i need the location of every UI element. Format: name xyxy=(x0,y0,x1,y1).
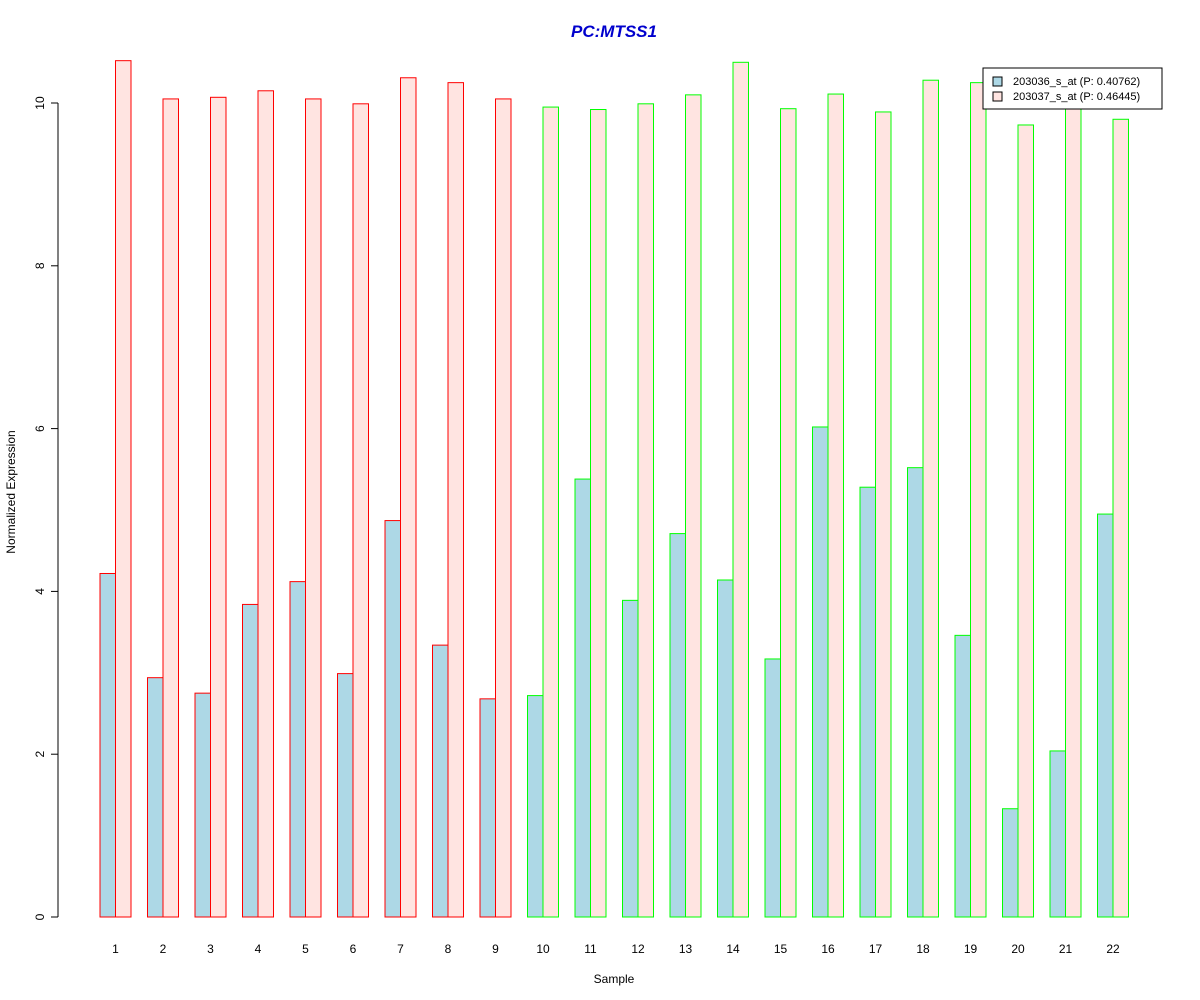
bar-1-sample-16 xyxy=(812,426,829,918)
x-tick-label: 6 xyxy=(350,942,357,956)
bar-1-sample-20 xyxy=(1002,808,1019,918)
x-tick-label: 18 xyxy=(916,942,930,956)
bar-1-sample-5 xyxy=(289,581,306,918)
x-tick-label: 2 xyxy=(160,942,167,956)
bar-2-sample-9 xyxy=(495,98,512,918)
bar-1-sample-10 xyxy=(527,695,544,918)
legend-box xyxy=(982,67,1163,110)
x-tick-label: 21 xyxy=(1059,942,1073,956)
bar-2-sample-5 xyxy=(305,98,322,918)
x-tick-label: 19 xyxy=(964,942,978,956)
bar-1-sample-13 xyxy=(669,533,686,918)
y-axis-title: Normalized Expression xyxy=(4,430,18,553)
bar-1-sample-2 xyxy=(147,677,164,918)
bar-1-sample-14 xyxy=(717,579,734,918)
bar-1-sample-9 xyxy=(479,698,496,918)
x-tick-label: 10 xyxy=(536,942,550,956)
x-tick-label: 13 xyxy=(679,942,693,956)
bar-1-sample-12 xyxy=(622,599,639,918)
y-tick-label: 8 xyxy=(33,262,47,269)
bar-1-sample-22 xyxy=(1097,513,1114,918)
bar-2-sample-11 xyxy=(590,109,607,918)
x-tick-label: 11 xyxy=(584,942,597,956)
bar-2-sample-16 xyxy=(827,93,844,918)
bar-2-sample-4 xyxy=(257,90,274,918)
bar-2-sample-15 xyxy=(780,108,797,918)
legend: 203036_s_at (P: 0.40762) 203037_s_at (P: … xyxy=(982,67,1163,110)
x-tick-label: 1 xyxy=(112,942,119,956)
x-tick-label: 14 xyxy=(726,942,740,956)
bar-2-sample-20 xyxy=(1017,124,1034,918)
bar-2-sample-14 xyxy=(732,61,749,918)
bar-2-sample-19 xyxy=(970,82,987,918)
x-tick-label: 9 xyxy=(492,942,499,956)
legend-swatch xyxy=(992,76,1003,87)
bar-1-sample-19 xyxy=(954,634,971,918)
bar-2-sample-13 xyxy=(685,94,702,918)
bar-1-sample-21 xyxy=(1049,750,1066,918)
legend-swatch xyxy=(992,91,1003,102)
bar-1-sample-18 xyxy=(907,467,924,918)
bar-2-sample-2 xyxy=(162,98,179,918)
bar-2-sample-18 xyxy=(922,79,939,918)
y-tick-label: 4 xyxy=(33,588,47,595)
x-tick-label: 3 xyxy=(207,942,214,956)
bar-2-sample-12 xyxy=(637,103,654,918)
bar-2-sample-21 xyxy=(1065,103,1082,918)
bar-2-sample-6 xyxy=(352,103,369,918)
x-tick-label: 5 xyxy=(302,942,309,956)
y-tick-label: 10 xyxy=(33,96,47,110)
x-tick-label: 20 xyxy=(1011,942,1025,956)
bar-1-sample-17 xyxy=(859,486,876,918)
bar-2-sample-22 xyxy=(1112,118,1129,918)
legend-label: 203036_s_at (P: 0.40762) xyxy=(1013,76,1140,88)
x-tick-label: 15 xyxy=(774,942,788,956)
chart-title: PC:MTSS1 xyxy=(571,22,657,41)
x-tick-label: 8 xyxy=(445,942,452,956)
legend-label: 203037_s_at (P: 0.46445) xyxy=(1013,91,1140,103)
bars-group xyxy=(99,60,1129,918)
bar-2-sample-3 xyxy=(210,96,227,918)
bar-2-sample-7 xyxy=(400,77,417,918)
bar-1-sample-15 xyxy=(764,658,781,918)
y-axis: 0 2 4 6 8 10 xyxy=(33,96,59,920)
x-axis-title: Sample xyxy=(594,972,635,986)
x-tick-label: 4 xyxy=(255,942,262,956)
x-tick-label: 7 xyxy=(397,942,404,956)
bar-2-sample-1 xyxy=(115,60,132,918)
x-axis: 1 2 3 4 5 6 7 8 9 10 11 12 13 14 15 16 17 18 19 20 21 22 xyxy=(112,942,1120,956)
bar-2-sample-8 xyxy=(447,82,464,918)
y-tick-label: 2 xyxy=(33,751,47,758)
bar-1-sample-3 xyxy=(194,692,211,918)
x-tick-label: 16 xyxy=(821,942,835,956)
y-tick-label: 6 xyxy=(33,425,47,432)
bar-1-sample-6 xyxy=(337,673,354,918)
x-tick-label: 17 xyxy=(869,942,883,956)
bar-2-sample-17 xyxy=(875,111,892,918)
bar-1-sample-11 xyxy=(574,478,591,918)
bar-1-sample-8 xyxy=(432,644,449,918)
bar-1-sample-4 xyxy=(242,603,259,918)
x-tick-label: 22 xyxy=(1106,942,1120,956)
bar-2-sample-10 xyxy=(542,106,559,918)
x-tick-label: 12 xyxy=(631,942,645,956)
y-tick-label: 0 xyxy=(33,913,47,920)
bar-1-sample-7 xyxy=(384,520,401,918)
bar-1-sample-1 xyxy=(99,572,116,918)
